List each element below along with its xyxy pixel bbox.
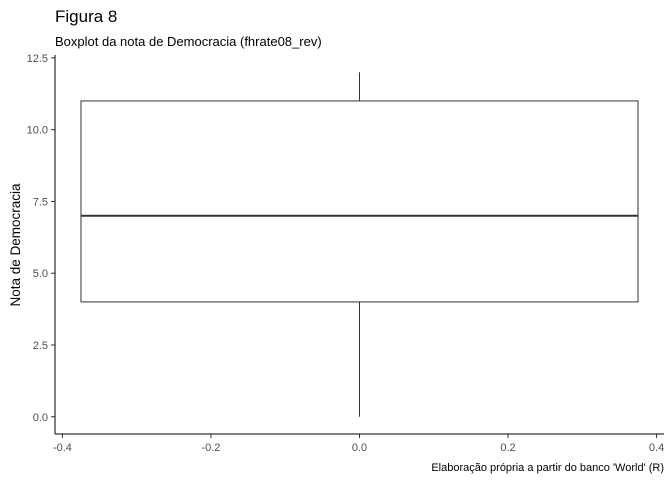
y-tick-label: 12.5 (27, 53, 48, 65)
boxplot (80, 72, 639, 417)
chart-subtitle: Boxplot da nota de Democracia (fhrate08_… (55, 34, 322, 49)
y-tick-label: 5.0 (33, 268, 48, 280)
y-tick-label: 0.0 (33, 412, 48, 424)
y-axis-title: Nota de Democracia (8, 183, 23, 307)
x-tick-label: 0.0 (352, 442, 367, 454)
x-tick-label: 0.4 (649, 442, 664, 454)
x-tick-label: -0.4 (53, 442, 72, 454)
iqr-box (80, 100, 639, 303)
x-axis-ticks: -0.4 -0.2 0.0 0.2 0.4 (53, 434, 664, 454)
y-tick-label: 10.0 (27, 125, 48, 137)
y-axis-ticks: 0.0 2.5 5.0 7.5 10.0 12.5 (27, 53, 55, 424)
x-tick-label: 0.2 (500, 442, 515, 454)
y-tick-label: 7.5 (33, 196, 48, 208)
x-tick-label: -0.2 (201, 442, 220, 454)
y-tick-label: 2.5 (33, 340, 48, 352)
chart-caption: Elaboração própria a partir do banco 'Wo… (431, 462, 664, 474)
chart-title: Figura 8 (55, 7, 117, 26)
